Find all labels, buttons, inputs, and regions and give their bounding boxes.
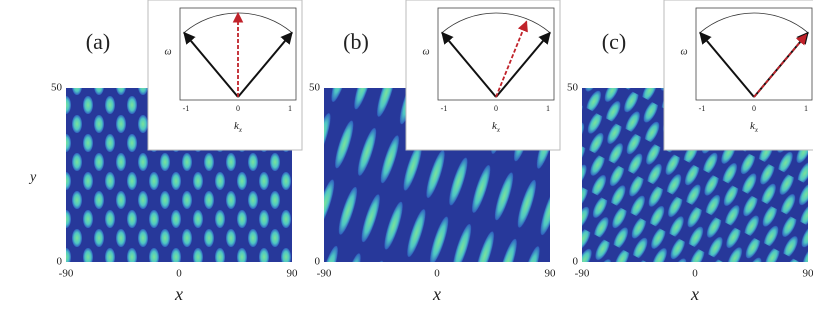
inset-x-label-main: k: [492, 120, 498, 132]
wave-vector-arrow: [183, 31, 239, 98]
inset-x-tick-label: 0: [236, 104, 240, 113]
wave-vector-arrow: [441, 31, 497, 98]
y-axis-label: y: [28, 170, 37, 185]
inset-axes: [695, 7, 813, 101]
x-tick-label: 90: [803, 268, 813, 280]
x-tick-label: -90: [59, 268, 74, 280]
red-wave-vector-arrow: [753, 33, 808, 98]
inset-x-label-sub: x: [496, 126, 501, 134]
inset-axes: [437, 7, 555, 101]
y-tick-label: 50: [309, 82, 321, 94]
inset-x-tick-label: -1: [441, 104, 448, 113]
x-tick-label: 90: [545, 268, 557, 280]
inset-x-tick-label: -1: [699, 104, 706, 113]
inset-x-label: kx: [750, 120, 759, 134]
x-axis-label: x: [690, 284, 699, 304]
x-tick-label: 0: [434, 268, 440, 280]
inset-x-tick-label: 1: [804, 104, 808, 113]
inset-x-tick-label: 0: [494, 104, 498, 113]
y-tick-label: 0: [57, 256, 63, 268]
wave-vector-arrow: [495, 31, 551, 98]
x-tick-label: 90: [287, 268, 299, 280]
inset-x-label-main: k: [234, 120, 240, 132]
dispersion-arc: [441, 12, 551, 33]
red-wave-vector-arrow: [495, 20, 528, 98]
panel-label: (a): [86, 29, 110, 54]
x-tick-label: -90: [317, 268, 332, 280]
y-tick-label: 0: [573, 256, 579, 268]
inset-x-tick-label: 1: [288, 104, 292, 113]
wave-vector-arrow: [237, 31, 293, 98]
inset-x-label: kx: [234, 120, 243, 134]
inset-y-label: ω: [680, 46, 687, 57]
panel-label: (c): [602, 29, 626, 54]
y-tick-label: 50: [51, 82, 63, 94]
inset-x-tick-label: 1: [546, 104, 550, 113]
x-tick-label: 0: [176, 268, 182, 280]
inset-x-tick-label: -1: [183, 104, 190, 113]
inset-x-label-sub: x: [238, 126, 243, 134]
wave-vector-arrow: [699, 31, 755, 98]
x-tick-label: 0: [692, 268, 698, 280]
x-tick-label: -90: [575, 268, 590, 280]
inset-x-tick-label: 0: [752, 104, 756, 113]
inset-x-label-main: k: [750, 120, 756, 132]
inset-x-label: kx: [492, 120, 501, 134]
dispersion-arc: [699, 12, 809, 33]
x-axis-label: x: [432, 284, 441, 304]
y-tick-label: 0: [315, 256, 321, 268]
inset-x-label-sub: x: [754, 126, 759, 134]
panel-label: (b): [343, 29, 369, 54]
inset-y-label: ω: [422, 46, 429, 57]
x-axis-label: x: [174, 284, 183, 304]
y-tick-label: 50: [567, 82, 579, 94]
inset-y-label: ω: [164, 46, 171, 57]
